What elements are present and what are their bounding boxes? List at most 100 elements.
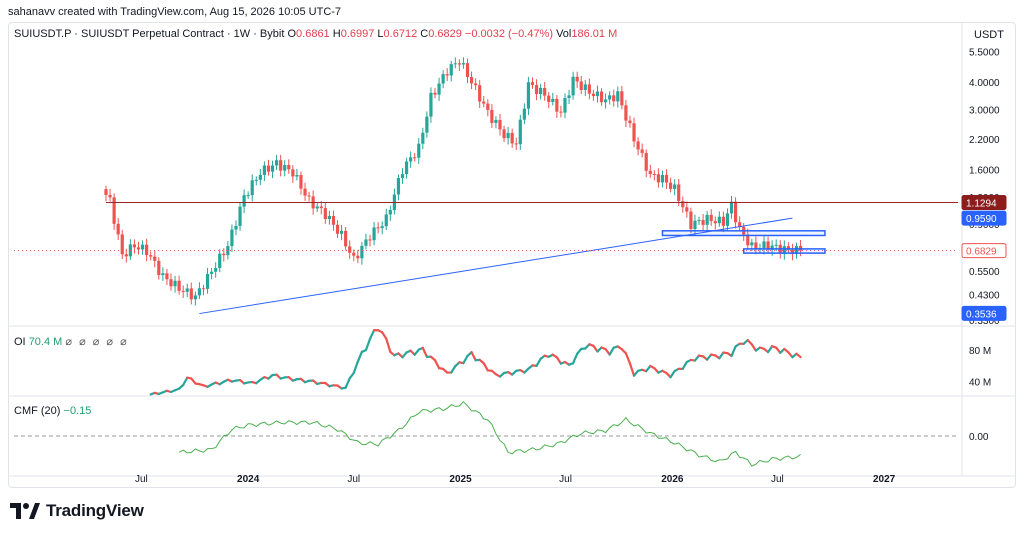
price-candle (746, 234, 750, 246)
tradingview-logo[interactable]: TradingView (10, 500, 144, 522)
price-candle (717, 216, 721, 224)
price-pane (104, 57, 803, 306)
price-candle (620, 91, 624, 106)
price-candle (136, 247, 141, 250)
cmf-axis-tick: 0.00 (969, 432, 989, 443)
price-candle (258, 174, 262, 180)
oi-line-segment (352, 360, 359, 375)
support-zone-box (742, 248, 826, 254)
price-candle (754, 242, 758, 249)
oi-line-segment (750, 343, 757, 352)
price-candle (441, 74, 445, 84)
price-candle (644, 152, 648, 171)
price-candle (344, 230, 348, 247)
price-candle (559, 111, 563, 113)
cmf-label[interactable]: CMF (20) (14, 405, 61, 417)
high-label: H (332, 28, 341, 40)
oi-line-segment (730, 345, 737, 358)
support-zone-box (661, 230, 826, 237)
price-candle (283, 165, 287, 171)
price-candle (161, 273, 165, 276)
price-candle (262, 165, 267, 175)
price-candle (185, 288, 189, 292)
price-candle (270, 165, 275, 172)
oi-label[interactable]: OI (14, 336, 26, 348)
price-candle (266, 165, 271, 172)
currency-label[interactable]: USDT (974, 29, 1004, 41)
price-candle (108, 194, 112, 198)
oi-pane: 80 M 40 M (149, 329, 991, 396)
oi-line-segment (795, 352, 802, 359)
price-candle (628, 120, 632, 124)
price-candle (652, 173, 656, 175)
price-candle (181, 290, 185, 292)
price-axis-tick: 0.9000 (969, 220, 1000, 231)
oi-line-segment (381, 331, 388, 340)
price-candle (116, 223, 120, 235)
price-candle (356, 255, 360, 259)
price-candle (543, 87, 547, 96)
cmf-legend[interactable]: CMF (20) −0.15 (14, 405, 91, 417)
price-candle (218, 253, 222, 269)
price-candle (291, 169, 295, 177)
price-candle (421, 132, 425, 144)
symbol-title[interactable]: SUIUSDT.P · SUIUSDT Perpetual Contract ·… (14, 28, 285, 40)
price-axis: 5.50004.00003.00002.20001.60001.20000.90… (961, 47, 1007, 327)
open-label: O (287, 28, 297, 40)
price-candle (693, 220, 697, 229)
vol-label: Vol (556, 28, 572, 40)
price-badge-label: 0.3536 (966, 309, 997, 320)
price-badge (961, 195, 1007, 211)
price-candle (169, 279, 173, 287)
price-candle (157, 260, 161, 276)
price-candle (327, 216, 331, 220)
price-candle (599, 91, 604, 103)
cmf-value: −0.15 (63, 405, 92, 417)
price-candle (579, 81, 583, 90)
price-candle (782, 246, 786, 254)
price-candle (632, 123, 636, 142)
symbol-legend[interactable]: SUIUSDT.P · SUIUSDT Perpetual Contract ·… (14, 28, 617, 40)
price-candle (656, 174, 661, 183)
oi-line-segment (385, 337, 392, 353)
time-axis-tick: Jul (771, 474, 784, 485)
oi-line-segment (766, 345, 774, 354)
price-candle (279, 160, 283, 171)
price-candle (729, 201, 734, 214)
price-candle (709, 214, 713, 222)
price-candle (384, 214, 388, 227)
open-value: 0.6861 (296, 28, 330, 40)
price-candle (445, 74, 449, 76)
time-axis-tick: Jul (135, 474, 148, 485)
oi-line-segment (628, 362, 636, 377)
price-candle (608, 95, 612, 100)
price-candle (413, 157, 417, 159)
price-candle (522, 108, 526, 120)
price-candle (303, 188, 307, 196)
time-axis-tick: 2027 (873, 474, 896, 485)
price-badge-label: 1.1294 (966, 199, 997, 210)
oi-visibility-icon[interactable]: ⌀ ⌀ ⌀ ⌀ ⌀ (65, 336, 129, 348)
price-candle (295, 174, 299, 177)
price-badge (961, 210, 1007, 226)
price-candle (124, 254, 128, 257)
oi-line-segment (450, 365, 457, 374)
time-axis-tick: 2024 (237, 474, 260, 485)
price-candle (234, 225, 238, 230)
low-value: 0.6712 (383, 28, 418, 40)
close-label: C (420, 28, 429, 40)
price-axis-tick: 4.0000 (969, 78, 1000, 89)
price-candle (465, 63, 470, 78)
oi-line-segment (433, 359, 441, 370)
price-candle (790, 249, 795, 254)
price-candle (323, 208, 327, 220)
oi-legend[interactable]: OI 70.4 M ⌀ ⌀ ⌀ ⌀ ⌀ (14, 335, 129, 348)
price-axis-tick: 0.4300 (969, 291, 1000, 302)
oi-line-segment (482, 362, 489, 372)
oi-line-segment (348, 371, 355, 380)
price-candle (376, 227, 380, 229)
price-candle (555, 98, 559, 112)
price-candle (474, 83, 478, 86)
price-badge (961, 243, 1007, 259)
